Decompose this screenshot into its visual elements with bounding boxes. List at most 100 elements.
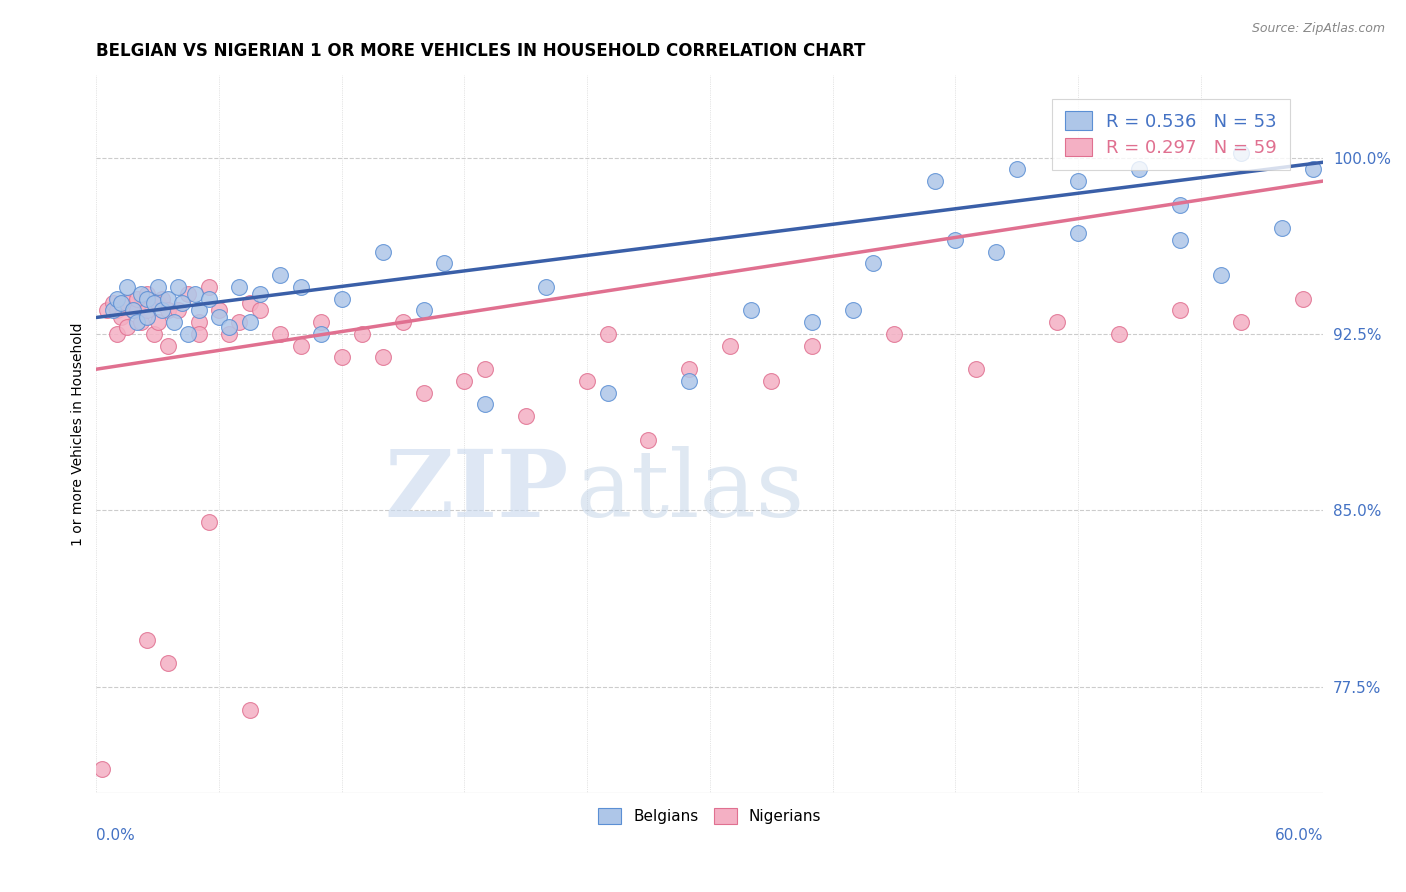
Point bbox=[218, 326, 240, 341]
Y-axis label: 1 or more Vehicles in Household: 1 or more Vehicles in Household bbox=[72, 322, 86, 546]
Point bbox=[183, 287, 205, 301]
Point bbox=[110, 296, 132, 310]
Point bbox=[115, 319, 138, 334]
Point bbox=[290, 339, 312, 353]
Point bbox=[862, 256, 884, 270]
Point bbox=[1230, 315, 1253, 329]
Point bbox=[122, 303, 145, 318]
Point bbox=[136, 292, 159, 306]
Point bbox=[801, 315, 824, 329]
Point bbox=[131, 287, 153, 301]
Point bbox=[576, 374, 599, 388]
Point bbox=[1168, 197, 1191, 211]
Text: 0.0%: 0.0% bbox=[97, 828, 135, 843]
Point bbox=[146, 315, 169, 329]
Point bbox=[311, 326, 333, 341]
Point bbox=[167, 303, 190, 318]
Point bbox=[239, 296, 262, 310]
Point bbox=[596, 385, 619, 400]
Point bbox=[474, 362, 496, 376]
Point bbox=[136, 287, 159, 301]
Point bbox=[392, 315, 415, 329]
Point bbox=[127, 292, 149, 306]
Point bbox=[101, 303, 124, 318]
Point bbox=[187, 315, 209, 329]
Point bbox=[596, 326, 619, 341]
Point bbox=[637, 433, 659, 447]
Point bbox=[177, 287, 200, 301]
Text: atlas: atlas bbox=[575, 446, 804, 536]
Point bbox=[1005, 162, 1028, 177]
Point bbox=[110, 310, 132, 325]
Point bbox=[101, 296, 124, 310]
Point bbox=[330, 292, 353, 306]
Point bbox=[1292, 292, 1315, 306]
Point bbox=[534, 280, 557, 294]
Legend: Belgians, Nigerians: Belgians, Nigerians bbox=[591, 800, 830, 831]
Point bbox=[1209, 268, 1232, 282]
Point bbox=[249, 303, 271, 318]
Point bbox=[924, 174, 946, 188]
Point bbox=[218, 319, 240, 334]
Point bbox=[269, 268, 291, 282]
Point bbox=[801, 339, 824, 353]
Point bbox=[1067, 226, 1090, 240]
Point bbox=[142, 326, 165, 341]
Point bbox=[150, 303, 173, 318]
Point bbox=[371, 351, 394, 365]
Point bbox=[412, 303, 434, 318]
Point bbox=[198, 515, 221, 529]
Point bbox=[115, 280, 138, 294]
Point bbox=[352, 326, 374, 341]
Text: ZIP: ZIP bbox=[384, 446, 568, 536]
Point bbox=[115, 296, 138, 310]
Point bbox=[474, 397, 496, 411]
Point bbox=[1128, 162, 1150, 177]
Point bbox=[330, 351, 353, 365]
Point bbox=[759, 374, 782, 388]
Point bbox=[678, 374, 700, 388]
Point bbox=[371, 244, 394, 259]
Point bbox=[239, 315, 262, 329]
Point bbox=[105, 292, 128, 306]
Point bbox=[150, 292, 173, 306]
Point bbox=[146, 280, 169, 294]
Point bbox=[1108, 326, 1130, 341]
Point bbox=[146, 296, 169, 310]
Point bbox=[1271, 221, 1294, 235]
Point bbox=[198, 280, 221, 294]
Point bbox=[136, 632, 159, 647]
Point bbox=[412, 385, 434, 400]
Point bbox=[311, 315, 333, 329]
Point bbox=[122, 303, 145, 318]
Point bbox=[842, 303, 865, 318]
Point bbox=[187, 326, 209, 341]
Point bbox=[156, 339, 179, 353]
Point bbox=[208, 303, 231, 318]
Point bbox=[208, 310, 231, 325]
Text: Source: ZipAtlas.com: Source: ZipAtlas.com bbox=[1251, 22, 1385, 36]
Point bbox=[290, 280, 312, 294]
Point bbox=[105, 303, 128, 318]
Point bbox=[943, 233, 966, 247]
Point bbox=[1302, 162, 1324, 177]
Point bbox=[187, 303, 209, 318]
Point bbox=[127, 315, 149, 329]
Point bbox=[105, 326, 128, 341]
Point bbox=[1067, 174, 1090, 188]
Point bbox=[965, 362, 987, 376]
Point bbox=[718, 339, 741, 353]
Point bbox=[228, 315, 250, 329]
Point bbox=[163, 315, 186, 329]
Point bbox=[249, 287, 271, 301]
Point bbox=[156, 656, 179, 670]
Point bbox=[228, 280, 250, 294]
Point bbox=[142, 296, 165, 310]
Point bbox=[515, 409, 537, 424]
Point bbox=[1046, 315, 1069, 329]
Point bbox=[91, 762, 114, 776]
Point bbox=[198, 292, 221, 306]
Point bbox=[269, 326, 291, 341]
Point bbox=[156, 292, 179, 306]
Text: 60.0%: 60.0% bbox=[1275, 828, 1323, 843]
